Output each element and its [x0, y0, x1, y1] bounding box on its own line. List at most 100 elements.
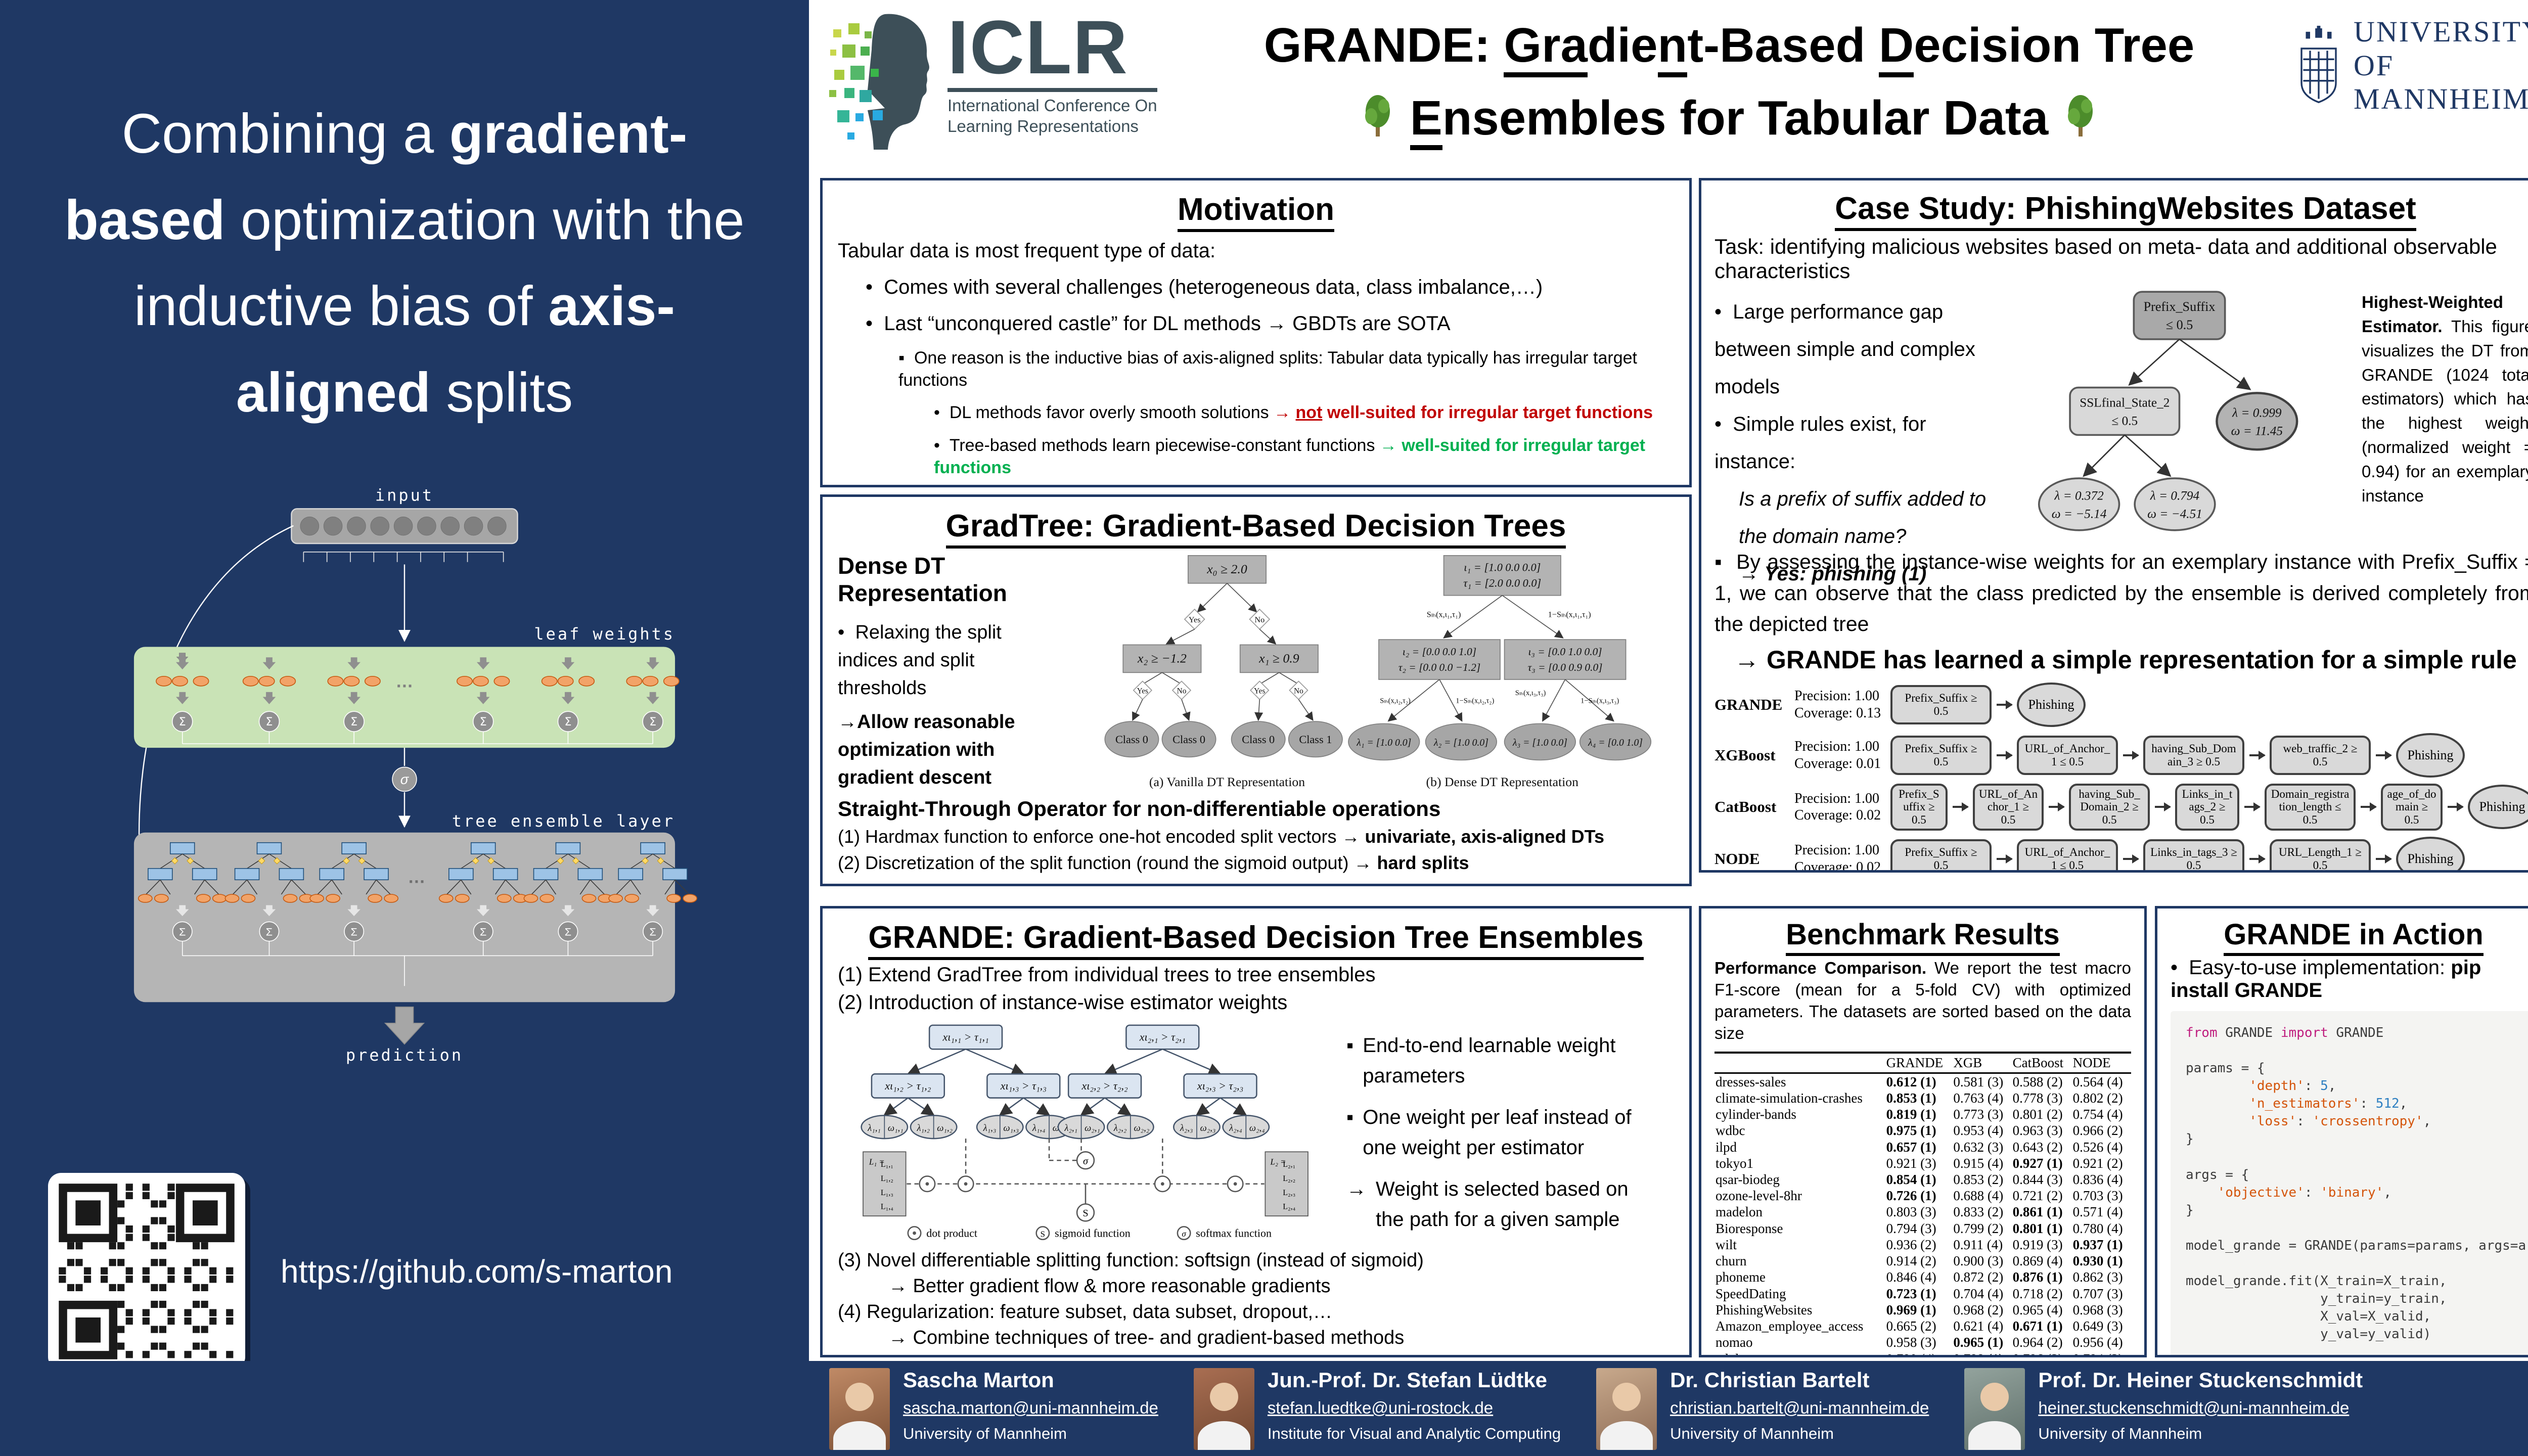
svg-text:Σ: Σ — [480, 715, 487, 729]
github-link[interactable]: https://github.com/s-marton — [281, 1253, 673, 1290]
motivation-dl-line: • DL methods favor overly smooth solutio… — [934, 403, 1653, 423]
score-cell: 0.704 (4) — [1953, 1286, 2004, 1301]
ens-point3-note: → Better gradient flow & more reasonable… — [888, 1276, 1331, 1297]
table-row: climate-simulation-crashes 0.853 (1) 0.763… — [1714, 1090, 2131, 1106]
svg-text:(b) Dense DT Representation: (b) Dense DT Representation — [1426, 775, 1579, 789]
chain-method-name: GRANDE — [1714, 695, 1783, 713]
code-line: 'depth': 5, — [2249, 1078, 2336, 1094]
svg-text:xι₁,₃ > τ₁,₃: xι₁,₃ > τ₁,₃ — [1000, 1079, 1047, 1092]
table-row: Amazon_employee_access 0.665 (2) 0.621 (4)… — [1714, 1318, 2131, 1334]
chain-rule-box: Links_in_tags_2 ≥ 0.5 — [2175, 783, 2239, 831]
score-cell: 0.968 (2) — [1953, 1302, 2004, 1317]
score-cell: 0.876 (1) — [2012, 1269, 2063, 1285]
svg-text:L₂,₁: L₂,₁ — [1283, 1160, 1295, 1169]
score-cell: 0.798 (1) — [1952, 1351, 2011, 1355]
author-card: Prof. Dr. Heiner Stuckenschmidt heiner.st… — [1964, 1368, 2363, 1450]
score-cell: 0.703 (3) — [2072, 1188, 2123, 1204]
table-row: wdbc 0.975 (1) 0.953 (4) 0.963 (3) 0.966 (2) — [1714, 1122, 2131, 1139]
score-cell: 0.844 (3) — [2012, 1171, 2063, 1187]
score-cell: 0.723 (1) — [1886, 1286, 1936, 1301]
input-comb — [303, 551, 504, 562]
table-row: tokyo1 0.921 (3) 0.915 (4) 0.927 (1) 0.921 (… — [1714, 1155, 2131, 1171]
section-case-study: Case Study: PhishingWebsites Dataset Tas… — [1699, 178, 2528, 873]
ens-bullet-arrow: → Weight is selected based on the path f… — [1346, 1178, 1629, 1231]
svg-text:ω₂,₄: ω₂,₄ — [1249, 1123, 1265, 1133]
sidebar: Combining a gradient-based optimization … — [0, 0, 809, 1456]
score-cell: 0.937 (1) — [2072, 1237, 2123, 1252]
author-email-link[interactable]: stefan.luedtke@uni-rostock.de — [1267, 1398, 1494, 1417]
score-cell: 0.846 (4) — [1886, 1269, 1936, 1285]
author-affiliation: Institute for Visual and Analytic Comput… — [1267, 1425, 1561, 1442]
author-email-link[interactable]: heiner.stuckenschmidt@uni-mannheim.de — [2038, 1398, 2350, 1417]
leaf-weights-label: leaf weights — [534, 624, 675, 644]
score-cell: 0.688 (4) — [1953, 1188, 2004, 1204]
svg-text:L₁,₁: L₁,₁ — [881, 1160, 893, 1169]
score-cell: 0.915 (4) — [1953, 1155, 2004, 1171]
code-line: model_grande.fit(X_train=X_train, — [2186, 1273, 2447, 1289]
author-name: Sascha Marton — [903, 1368, 1054, 1392]
svg-text:Class 0: Class 0 — [1115, 733, 1148, 746]
table-row: phoneme 0.846 (4) 0.872 (2) 0.876 (1) 0.862 … — [1714, 1269, 2131, 1285]
ens-point4-note: → Combine techniques of tree- and gradie… — [888, 1327, 1405, 1348]
st-heading: Straight-Through Operator for non-differ… — [838, 797, 1441, 821]
svg-text:Σ: Σ — [565, 925, 571, 938]
score-cell: 0.790 (4) — [1885, 1351, 1953, 1355]
section-title: Case Study: PhishingWebsites Dataset — [1714, 191, 2528, 231]
dataset-name: dresses-sales — [1716, 1074, 1786, 1089]
svg-text:softmax function: softmax function — [1196, 1227, 1272, 1240]
chain-rule-box: Prefix_Suffix ≥ 0.5 — [1890, 685, 1992, 724]
svg-text:xι₁,₂ > τ₁,₂: xι₁,₂ > τ₁,₂ — [884, 1079, 931, 1092]
svg-text:τ₂ = [0.0 0.0 −1.2]: τ₂ = [0.0 0.0 −1.2] — [1398, 661, 1480, 673]
ens-point3: (3) Novel differentiable splitting funct… — [838, 1250, 1424, 1271]
svg-text:ω = −5.14: ω = −5.14 — [2052, 507, 2107, 521]
column-header: XGB — [1952, 1051, 2012, 1074]
svg-text:ω₂,₂: ω₂,₂ — [1134, 1123, 1149, 1133]
svg-text:ω = 11.45: ω = 11.45 — [2231, 424, 2283, 438]
vanilla-tree: x₀ ≥ 2.0 Yes No x₂ ≥ −1.2 x₁ ≥ 0.9 Yes N… — [1104, 555, 1343, 789]
author-email-link[interactable]: christian.bartelt@uni-mannheim.de — [1670, 1398, 1929, 1417]
tree-icon — [2067, 95, 2093, 136]
score-cell: 0.853 (2) — [1953, 1171, 2004, 1187]
ensemble-trees: … Σ Σ Σ Σ Σ Σ — [138, 842, 697, 986]
table-row: adult0.790 (4)0.798 (1)0.796 (2)0.794 (3… — [1714, 1351, 2131, 1355]
score-cell: 0.853 (1) — [1886, 1090, 1936, 1106]
code-line: y_train=y_train, — [2186, 1291, 2447, 1307]
chain-rule-box: web_traffic_2 ≥ 0.5 — [2270, 735, 2371, 775]
chain-arrow-icon — [2154, 802, 2171, 812]
svg-text:xι₂,₃ > τ₂,₃: xι₂,₃ > τ₂,₃ — [1197, 1079, 1243, 1092]
svg-text:L₂ =: L₂ = — [1270, 1157, 1286, 1167]
anchors-chain-row: CatBoost Precision: 1.00 Coverage: 0.02 Pre… — [1714, 783, 2528, 831]
svg-text:(a) Vanilla DT Representation: (a) Vanilla DT Representation — [1149, 775, 1305, 789]
code-block: from GRANDE import GRANDE params = { 'dep… — [2171, 1011, 2528, 1355]
score-cell: 0.801 (1) — [2012, 1220, 2063, 1236]
svg-text:λ₂,₄: λ₂,₄ — [1229, 1123, 1242, 1133]
author-info: Sascha Marton sascha.marton@uni-mannheim.… — [903, 1368, 1158, 1443]
ens-bullet: ▪ End-to-end learnable weight parameters — [1346, 1034, 1616, 1087]
ensemble-sum-nodes — [172, 921, 663, 942]
svg-text:Σ: Σ — [564, 715, 571, 729]
score-cell: 0.930 (1) — [2072, 1253, 2123, 1269]
chain-precision-coverage: Precision: 1.00 Coverage: 0.02 — [1794, 790, 1881, 824]
svg-text:λ₂,₃: λ₂,₃ — [1180, 1123, 1193, 1133]
architecture-diagram: input leaf weights … — [133, 485, 697, 1065]
uni-name-line2: OF MANNHEIM — [2354, 49, 2528, 116]
qr-code[interactable] — [48, 1173, 245, 1370]
ens-vectors-ops: L₁ = L₁,₁ L₁,₂ L₁,₃ L₁,₄ L₂ = L₂,₁ L₂,₂ L₂,₃ L… — [863, 1139, 1308, 1222]
svg-text:Class 0: Class 0 — [1242, 733, 1275, 746]
column-header: NODE — [2071, 1051, 2131, 1074]
code-line — [2186, 1042, 2521, 1060]
prediction-label: prediction — [346, 1045, 463, 1065]
author-email-link[interactable]: sascha.marton@uni-mannheim.de — [903, 1398, 1158, 1417]
input-neurons — [300, 516, 507, 536]
iclr-pixels — [829, 23, 883, 140]
score-cell: 0.966 (2) — [2072, 1123, 2123, 1139]
author-card: Sascha Marton sascha.marton@uni-mannheim.… — [829, 1368, 1158, 1450]
table-row: PhishingWebsites 0.969 (1) 0.968 (2) 0.965 … — [1714, 1302, 2131, 1318]
chain-arrow-icon — [2361, 802, 2377, 812]
svg-text:λ₁ = [1.0 0.0]: λ₁ = [1.0 0.0] — [1356, 737, 1411, 748]
svg-text:Sₗₕ(x,ι₃,τ₃): Sₗₕ(x,ι₃,τ₃) — [1515, 689, 1546, 697]
section-motivation: Motivation Tabular data is most frequent… — [820, 178, 1692, 487]
dataset-name: tokyo1 — [1716, 1155, 1754, 1171]
svg-text:λ₂ = [1.0 0.0]: λ₂ = [1.0 0.0] — [1433, 737, 1488, 748]
benchmark-header-row: GRANDE XGB CatBoost NODE — [1714, 1051, 2131, 1074]
